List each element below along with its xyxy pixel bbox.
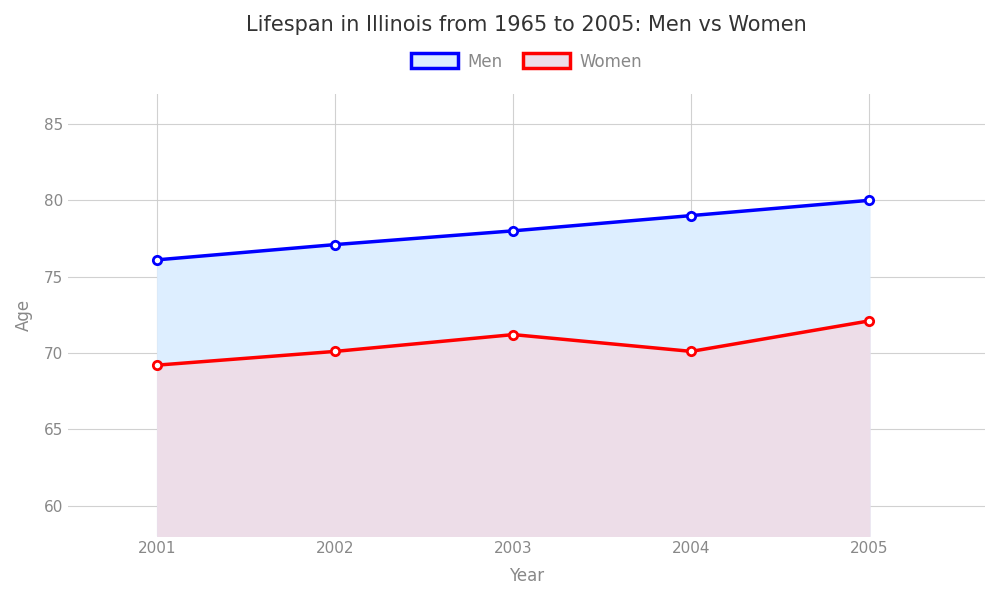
Y-axis label: Age: Age [15, 299, 33, 331]
Title: Lifespan in Illinois from 1965 to 2005: Men vs Women: Lifespan in Illinois from 1965 to 2005: … [246, 15, 807, 35]
Legend: Men, Women: Men, Women [403, 44, 651, 79]
X-axis label: Year: Year [509, 567, 544, 585]
